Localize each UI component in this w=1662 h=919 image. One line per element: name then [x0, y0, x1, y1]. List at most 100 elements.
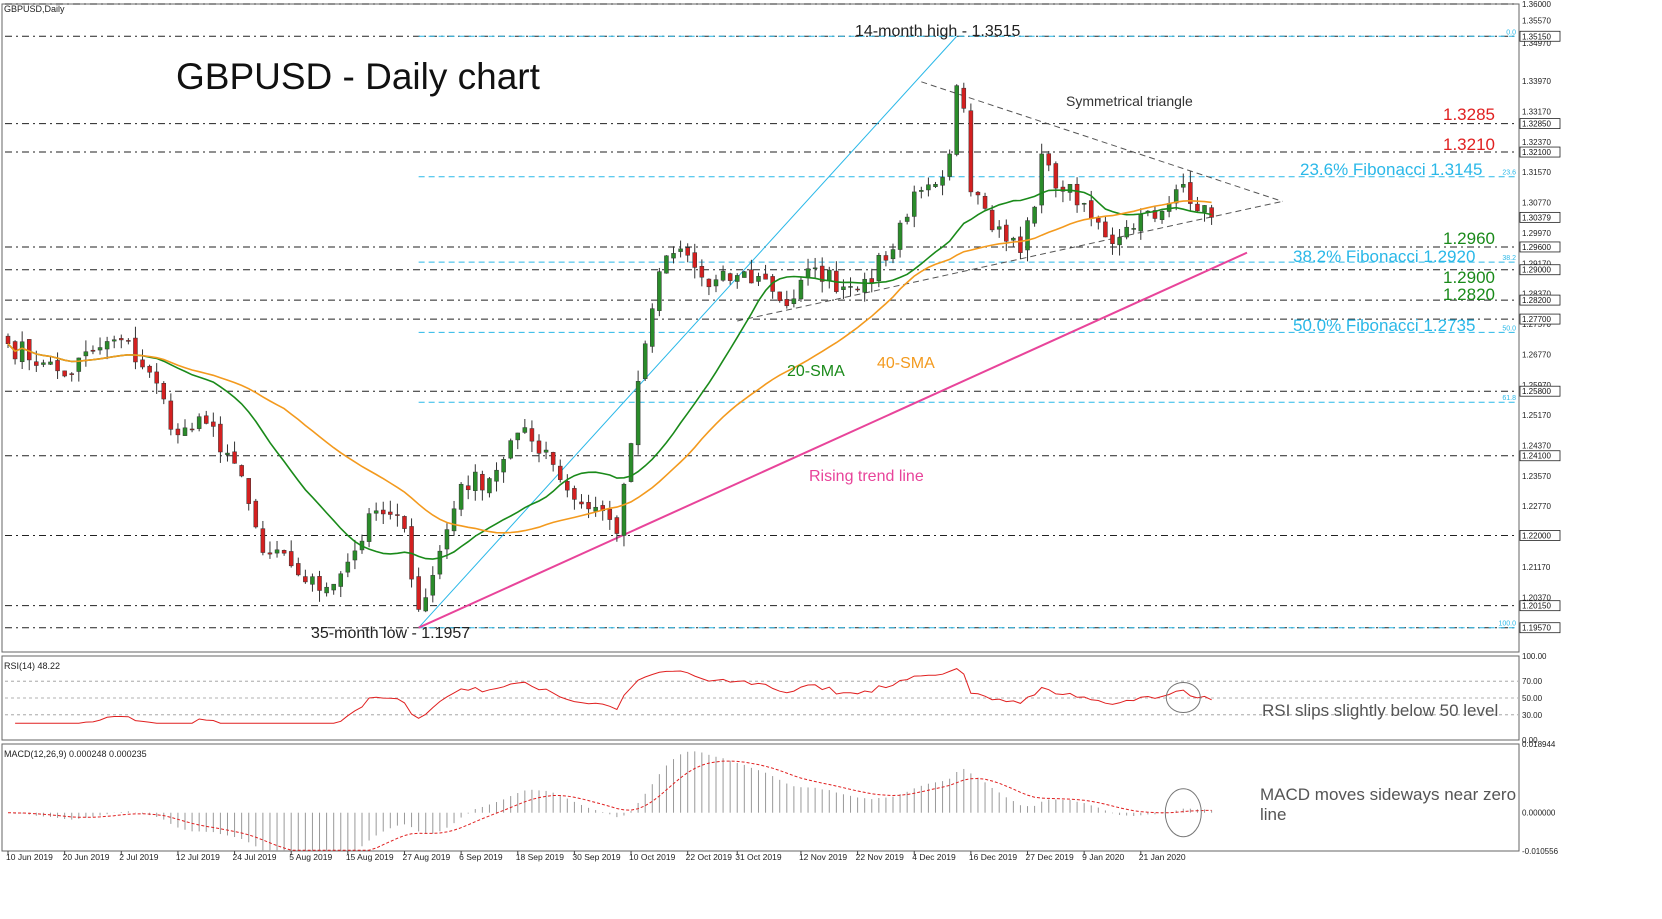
- candle-up: [1117, 237, 1122, 246]
- price-box: [1519, 294, 1561, 306]
- date-tick-label: 27 Dec 2019: [1026, 852, 1074, 862]
- candle-down: [565, 480, 570, 491]
- price-box-label: 1.27700: [1522, 315, 1551, 324]
- date-tick-label: 10 Oct 2019: [629, 852, 676, 862]
- price-tick-label: 1.33970: [1522, 77, 1551, 86]
- price-tick-label: 1.28370: [1522, 290, 1551, 299]
- candle-down: [855, 288, 860, 291]
- rsi-tick-label: 100.00: [1522, 652, 1547, 661]
- rsi-tick-label: 50.00: [1522, 694, 1543, 703]
- candle-down: [572, 488, 577, 500]
- annotation-35-month-low: 35-month low - 1.1957: [311, 625, 470, 642]
- candle-up: [1181, 184, 1186, 188]
- candle-up: [111, 339, 117, 342]
- candle-up: [621, 483, 627, 536]
- price-box-label: 1.25800: [1522, 387, 1551, 396]
- candle-down: [395, 514, 400, 516]
- candle-down: [147, 365, 152, 373]
- candle-down: [557, 465, 563, 480]
- candle-up: [940, 177, 945, 186]
- candle-down: [1209, 207, 1214, 218]
- fibonacci-levels: 0.0 23.6 38.2 50.0 61.8 100.0: [418, 29, 1518, 629]
- candle-down: [62, 370, 67, 377]
- candle-up: [642, 343, 648, 379]
- candle-down: [126, 340, 131, 342]
- price-tick-label: 1.23570: [1522, 472, 1551, 481]
- macd-tick-label: 0.018944: [1522, 740, 1556, 749]
- candle-up: [331, 583, 336, 591]
- candle-down: [267, 552, 273, 555]
- annotation-support-1-2820: 1.2820: [1443, 285, 1495, 304]
- candle-up: [487, 478, 492, 494]
- candle-up: [933, 184, 938, 187]
- candle-up: [225, 452, 230, 455]
- candle-down: [784, 299, 790, 307]
- candle-down: [55, 360, 60, 372]
- date-tick-label: 2 Jul 2019: [119, 852, 158, 862]
- candle-down: [253, 500, 259, 528]
- candle-up: [494, 469, 499, 482]
- candle-up: [635, 381, 641, 446]
- candle-down: [296, 563, 301, 576]
- fib-marker-label: 0.0: [1506, 29, 1516, 36]
- candle-down: [607, 508, 613, 520]
- candlesticks: [5, 82, 1214, 613]
- candle-down: [1188, 182, 1193, 204]
- chart-title: GBPUSD - Daily chart: [176, 56, 541, 97]
- macd-note-line-1: MACD moves sideways near zero: [1260, 785, 1516, 804]
- candle-down: [727, 273, 733, 281]
- candle-up: [366, 513, 372, 542]
- candle-down: [706, 278, 712, 288]
- candle-up: [1124, 226, 1129, 238]
- candle-down: [69, 373, 74, 375]
- main-frame: [1, 3, 1520, 653]
- candle-down: [685, 247, 690, 256]
- price-tick-label: 1.29170: [1522, 259, 1551, 268]
- price-tick-label: 1.30770: [1522, 199, 1551, 208]
- candle-up: [196, 416, 202, 429]
- candle-down: [288, 551, 294, 567]
- annotation-40-sma: 40-SMA: [877, 355, 935, 372]
- triangle-upper-line: [921, 81, 1283, 202]
- candle-up: [338, 573, 344, 587]
- candle-down: [1096, 217, 1101, 223]
- candle-up: [720, 270, 726, 281]
- price-tick-label: 1.24370: [1522, 441, 1551, 450]
- candle-down: [961, 87, 967, 109]
- candle-down: [317, 576, 322, 591]
- price-tick-label: 1.36000: [1522, 0, 1551, 9]
- rsi-tick-label: 0.00: [1522, 736, 1538, 745]
- candle-up: [430, 575, 436, 596]
- candle-up: [919, 190, 924, 192]
- candle-up: [97, 347, 103, 351]
- candle-up: [678, 248, 683, 252]
- macd-highlight-circle: [1164, 788, 1202, 838]
- macd-frame: [1, 743, 1520, 852]
- candle-down: [869, 278, 875, 283]
- candle-up: [671, 253, 676, 259]
- candle-down: [465, 485, 471, 491]
- candle-up: [543, 449, 549, 453]
- candle-down: [189, 428, 195, 431]
- annotation-rising-trend-line: Rising trend line: [809, 468, 924, 485]
- date-tick-label: 24 Jul 2019: [233, 852, 277, 862]
- candle-down: [5, 335, 11, 345]
- candle-down: [1018, 236, 1023, 253]
- candle-up: [41, 362, 46, 365]
- price-tick-label: 1.29970: [1522, 229, 1551, 238]
- candle-down: [529, 428, 535, 442]
- candle-down: [1004, 224, 1009, 242]
- date-tick-label: 31 Oct 2019: [735, 852, 782, 862]
- price-tick-label: 1.21170: [1522, 563, 1551, 572]
- candle-down: [388, 511, 393, 515]
- candle-down: [749, 269, 754, 284]
- candle-up: [904, 216, 910, 222]
- moving-averages: [7, 189, 1212, 560]
- macd-tick-label: -0.010556: [1522, 847, 1559, 856]
- price-box: [1519, 622, 1561, 634]
- price-axis: 1.36000 1.35570 1.34970 1.33970 1.33170 1.323…: [1519, 0, 1561, 634]
- candle-up: [1138, 214, 1144, 232]
- price-tick-label: 1.22770: [1522, 502, 1551, 511]
